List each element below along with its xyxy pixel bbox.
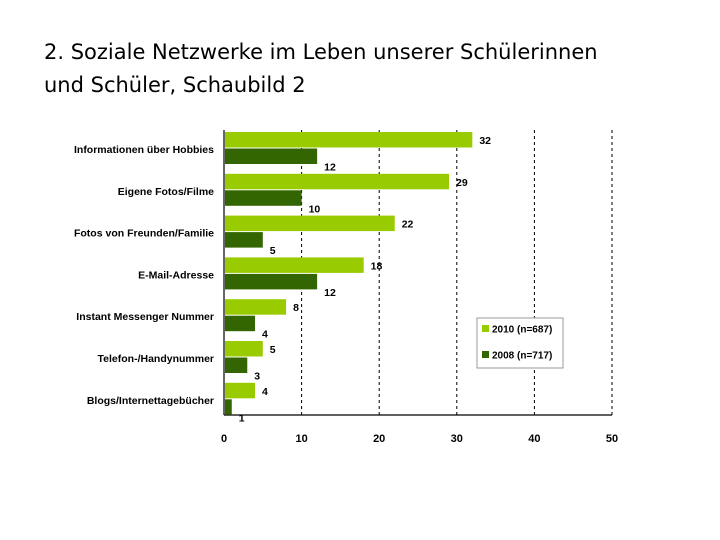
value-label-2008-5: 3 bbox=[254, 371, 260, 383]
category-label-1: Eigene Fotos/Filme bbox=[118, 186, 214, 198]
value-label-2008-6: 1 bbox=[239, 412, 245, 424]
x-tick-label-50: 50 bbox=[606, 433, 618, 445]
value-label-2008-3: 12 bbox=[324, 287, 336, 299]
bar-2010-3 bbox=[225, 257, 364, 273]
category-label-6: Blogs/Internettagebücher bbox=[87, 395, 214, 407]
legend-box bbox=[476, 317, 564, 369]
value-label-2010-2: 22 bbox=[402, 219, 414, 231]
legend-label-0: 2010 (n=687) bbox=[492, 325, 552, 336]
value-label-2008-2: 5 bbox=[270, 245, 276, 257]
bar-2010-2 bbox=[225, 215, 395, 232]
category-label-5: Telefon-/Handynummer bbox=[98, 353, 214, 365]
slide-title: 2. Soziale Netzwerke im Leben unserer Sc… bbox=[44, 36, 684, 102]
value-label-2010-4: 8 bbox=[293, 302, 299, 314]
legend-swatch-1 bbox=[482, 351, 489, 358]
category-label-0: Informationen über Hobbies bbox=[74, 144, 214, 156]
bar-2008-0 bbox=[225, 148, 318, 164]
bar-2008-6 bbox=[225, 399, 232, 415]
bar-2010-6 bbox=[225, 382, 256, 399]
value-label-2010-1: 29 bbox=[456, 177, 468, 189]
x-tick-label-0: 0 bbox=[221, 433, 227, 445]
x-tick-label-20: 20 bbox=[373, 433, 385, 445]
legend-swatch-0 bbox=[482, 325, 489, 332]
category-label-4: Instant Messenger Nummer bbox=[76, 311, 214, 323]
bar-2008-5 bbox=[225, 357, 248, 373]
value-label-2010-3: 18 bbox=[371, 260, 383, 272]
value-label-2008-1: 10 bbox=[309, 203, 321, 215]
bar-2010-4 bbox=[225, 299, 287, 315]
bar-2010-1 bbox=[225, 173, 450, 190]
bar-2008-2 bbox=[225, 232, 263, 248]
bar-2008-1 bbox=[225, 190, 302, 206]
bar-2010-5 bbox=[225, 341, 263, 357]
slide-title-line-2: und Schüler, Schaubild 2 bbox=[44, 73, 306, 97]
x-tick-label-40: 40 bbox=[528, 433, 540, 445]
value-label-2010-6: 4 bbox=[262, 386, 268, 398]
value-label-2010-5: 5 bbox=[270, 344, 276, 356]
value-label-2008-0: 12 bbox=[324, 162, 336, 174]
category-label-3: E-Mail-Adresse bbox=[138, 269, 214, 281]
value-label-2010-0: 32 bbox=[479, 135, 491, 147]
bar-2008-4 bbox=[225, 315, 256, 332]
value-label-2008-4: 4 bbox=[262, 329, 268, 341]
category-label-2: Fotos von Freunden/Familie bbox=[74, 228, 214, 240]
bar-2010-0 bbox=[225, 132, 473, 148]
x-tick-label-10: 10 bbox=[295, 433, 307, 445]
slide-title-line-1: 2. Soziale Netzwerke im Leben unserer Sc… bbox=[44, 40, 598, 64]
x-tick-label-30: 30 bbox=[451, 433, 463, 445]
legend-label-1: 2008 (n=717) bbox=[492, 351, 552, 362]
bar-2008-3 bbox=[225, 273, 318, 290]
